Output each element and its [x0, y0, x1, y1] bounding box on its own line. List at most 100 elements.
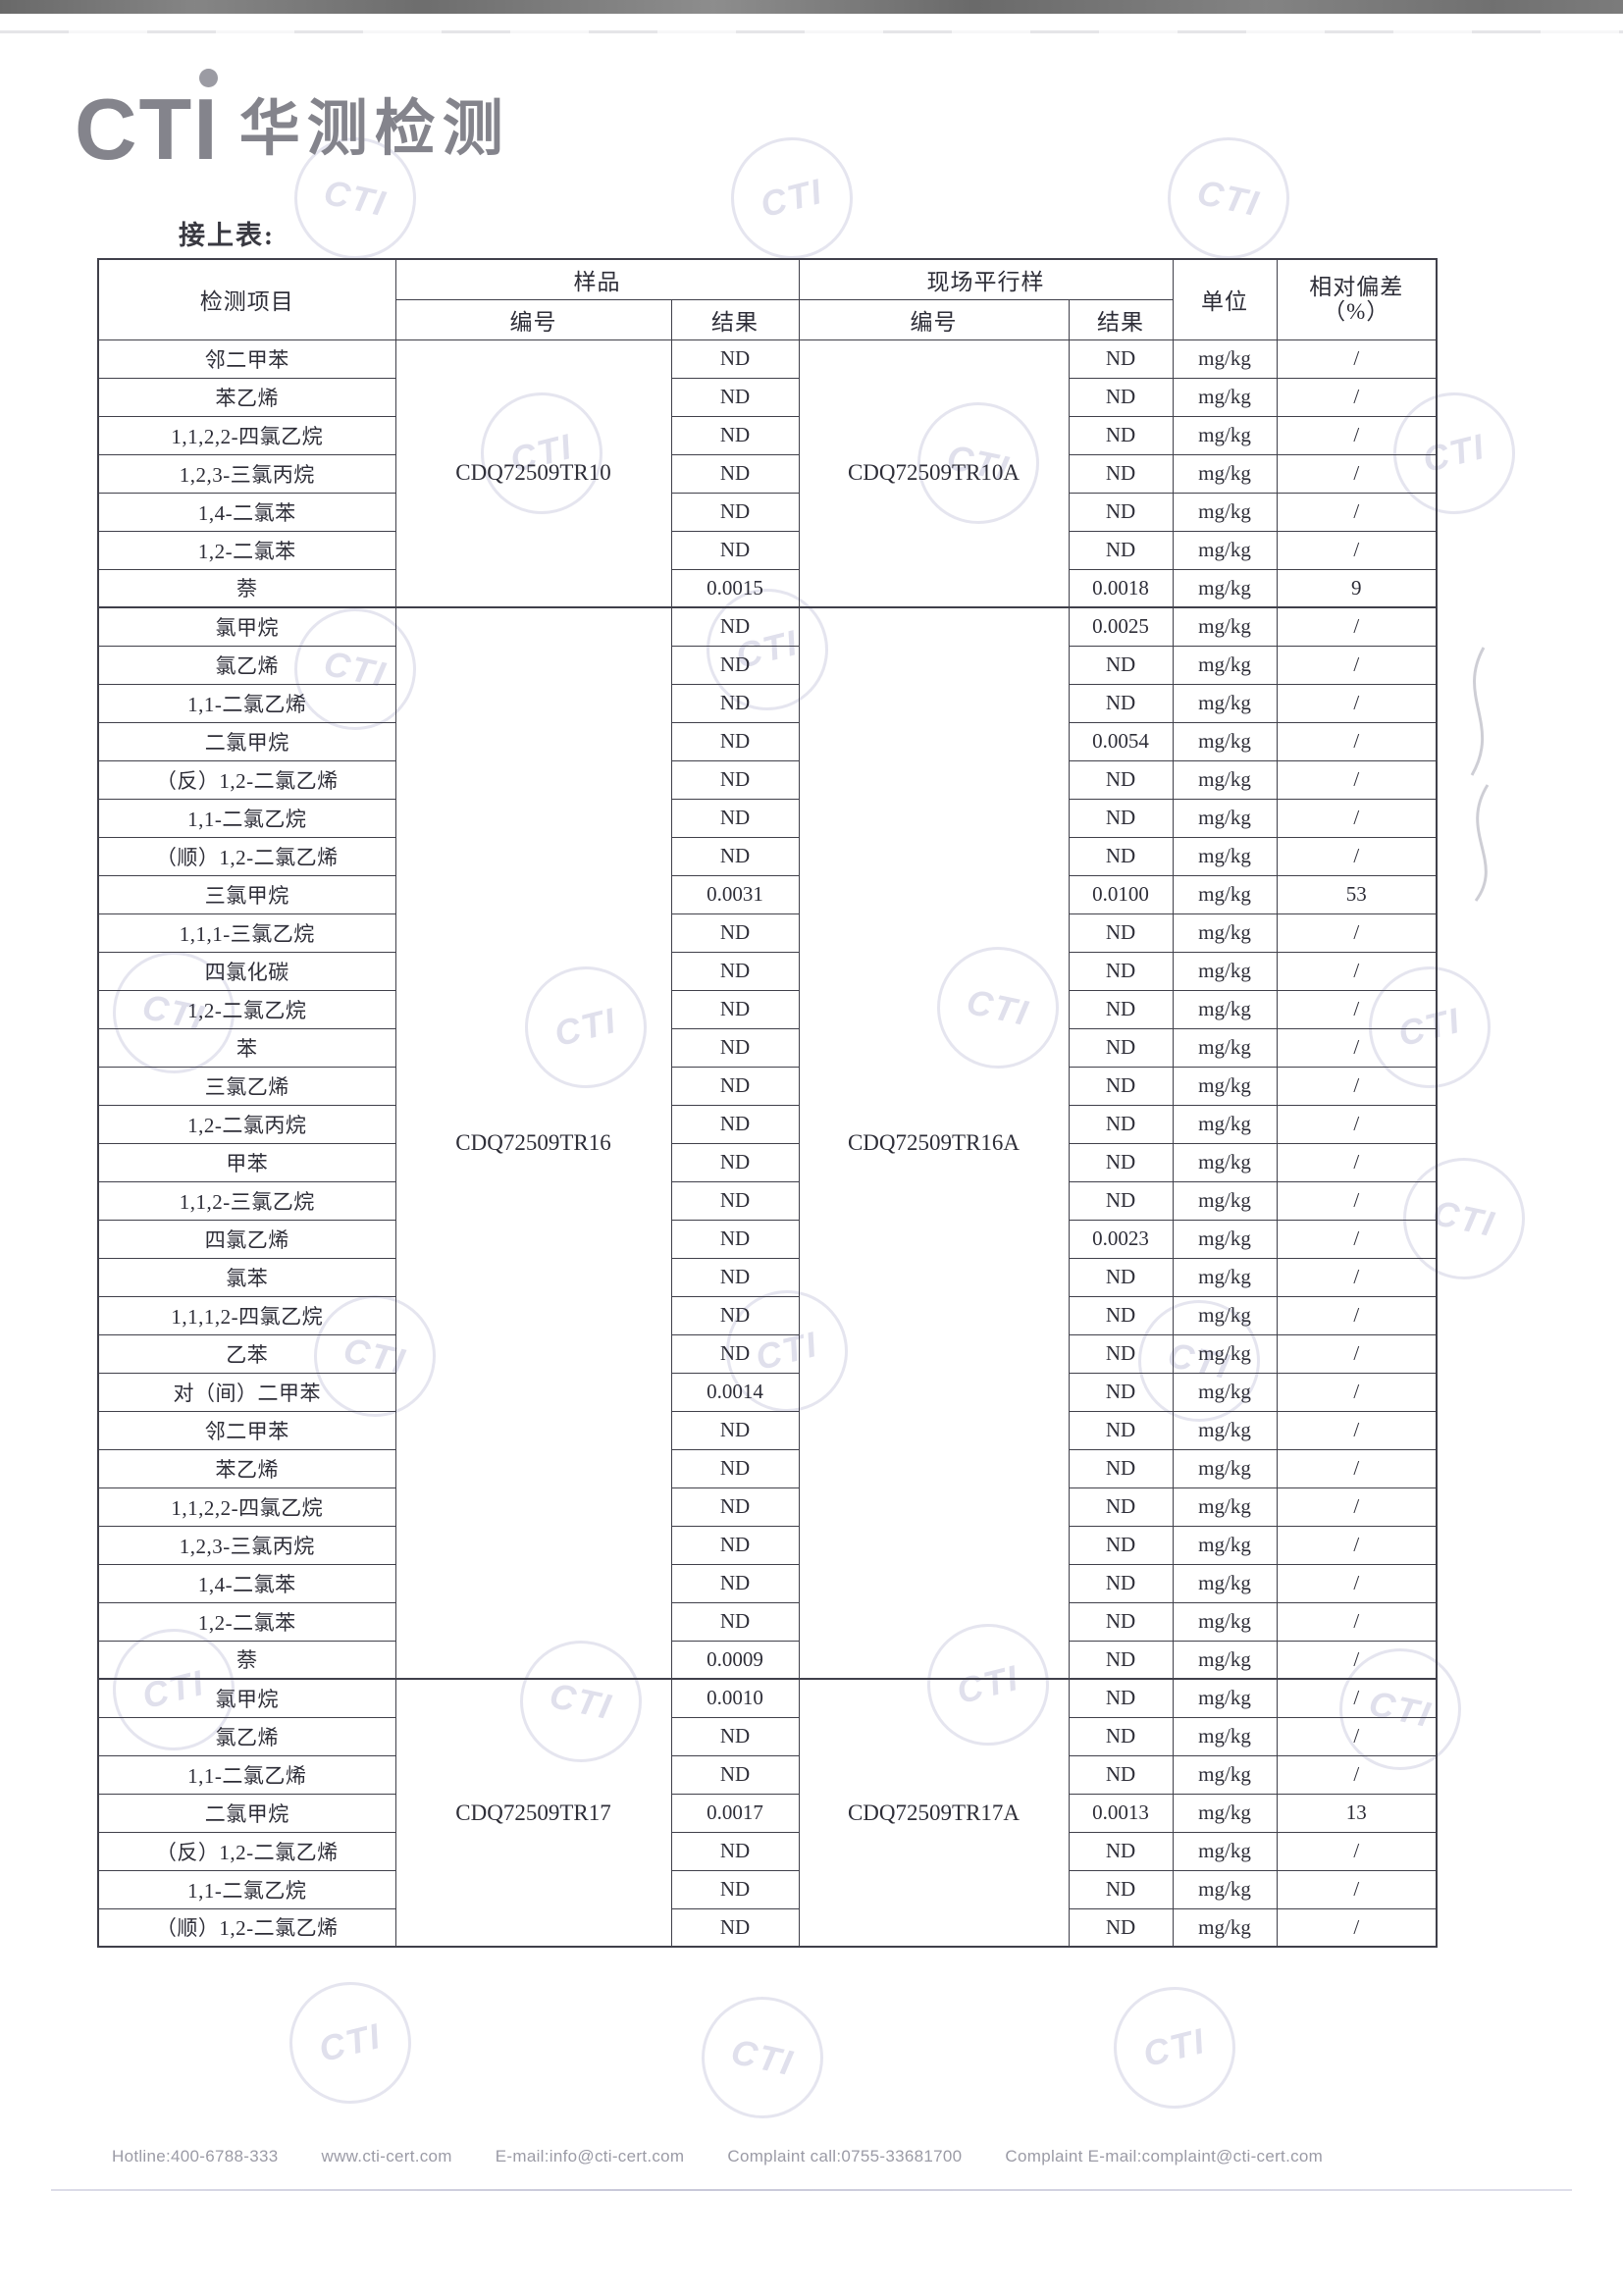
parallel-result: ND — [1068, 683, 1174, 723]
sample-result: 0.0017 — [670, 1793, 800, 1833]
unit-cell: mg/kg — [1172, 1563, 1278, 1603]
sample-id: CDQ72509TR16 — [394, 606, 672, 1680]
unit-cell: mg/kg — [1172, 951, 1278, 991]
sample-result: ND — [670, 492, 800, 532]
logo-cti-text: CTI — [75, 80, 220, 178]
footer-item: Complaint E-mail:complaint@cti-cert.com — [1005, 2147, 1324, 2166]
parallel-result: ND — [1068, 989, 1174, 1029]
analyte-name: 1,4-二氯苯 — [97, 1563, 396, 1603]
unit-cell: mg/kg — [1172, 989, 1278, 1029]
deviation-cell: / — [1276, 1295, 1438, 1335]
parallel-result: ND — [1068, 759, 1174, 800]
analyte-name: 三氯乙烯 — [97, 1066, 396, 1106]
unit-cell: mg/kg — [1172, 1716, 1278, 1756]
table-row: 1,1-二氯乙烷 ND ND mg/kg / — [97, 798, 1438, 838]
sample-result: ND — [670, 1525, 800, 1565]
sample-result: 0.0015 — [670, 568, 800, 608]
sample-result: ND — [670, 377, 800, 417]
sample-result: 0.0031 — [670, 874, 800, 914]
unit-cell: mg/kg — [1172, 568, 1278, 608]
parallel-result: 0.0025 — [1068, 606, 1174, 647]
analyte-name: 氯乙烯 — [97, 1716, 396, 1756]
table-row: 二氯甲烷 0.0017 0.0013 mg/kg 13 — [97, 1793, 1438, 1833]
deviation-cell: / — [1276, 989, 1438, 1029]
analyte-name: 1,4-二氯苯 — [97, 492, 396, 532]
parallel-result: 0.0018 — [1068, 568, 1174, 608]
sample-result: 0.0009 — [670, 1640, 800, 1680]
parallel-result: ND — [1068, 1525, 1174, 1565]
analyte-name: 苯乙烯 — [97, 377, 396, 417]
table-row: 邻二甲苯 CDQ72509TR10 ND CDQ72509TR10A ND mg/kg / — [97, 339, 1438, 608]
logo-dot — [198, 69, 218, 87]
parallel-result: ND — [1068, 1295, 1174, 1335]
deviation-cell: / — [1276, 1372, 1438, 1412]
analyte-name: 1,1-二氯乙烷 — [97, 1869, 396, 1909]
deviation-cell: / — [1276, 1525, 1438, 1565]
col-header-parallel-result: 结果 — [1068, 298, 1174, 340]
parallel-result: ND — [1068, 530, 1174, 570]
col-header-sample-result: 结果 — [670, 298, 800, 340]
footer-item: www.cti-cert.com — [321, 2147, 452, 2166]
table-row: （顺）1,2-二氯乙烯 ND ND mg/kg / — [97, 836, 1438, 876]
table-row: 乙苯 ND ND mg/kg / — [97, 1333, 1438, 1374]
parallel-result: ND — [1068, 1601, 1174, 1642]
sample-result: ND — [670, 1104, 800, 1144]
deviation-cell: / — [1276, 1333, 1438, 1374]
sample-result: ND — [670, 683, 800, 723]
table-row: 1,1,2-三氯乙烷 ND ND mg/kg / — [97, 1180, 1438, 1221]
deviation-cell: / — [1276, 1104, 1438, 1144]
sample-result: ND — [670, 1907, 800, 1948]
parallel-result: ND — [1068, 1027, 1174, 1068]
sample-result: 0.0010 — [670, 1678, 800, 1718]
table-row: 1,2,3-三氯丙烷 ND ND mg/kg / — [97, 1525, 1438, 1565]
unit-cell: mg/kg — [1172, 453, 1278, 494]
analyte-name: 1,2,3-三氯丙烷 — [97, 1525, 396, 1565]
unit-cell: mg/kg — [1172, 377, 1278, 417]
table-row: （顺）1,2-二氯乙烯 ND ND mg/kg / — [97, 1907, 1438, 1948]
sample-result: ND — [670, 1563, 800, 1603]
analyte-name: 氯苯 — [97, 1257, 396, 1297]
parallel-result: ND — [1068, 1142, 1174, 1182]
table-row: 对（间）二甲苯 0.0014 ND mg/kg / — [97, 1372, 1438, 1412]
cti-watermark-stamp: CTI — [1156, 126, 1301, 271]
parallel-result: ND — [1068, 1066, 1174, 1106]
parallel-result: ND — [1068, 1831, 1174, 1871]
col-header-item: 检测项目 — [97, 258, 396, 340]
analyte-name: 二氯甲烷 — [97, 721, 396, 761]
table-row: 1,1-二氯乙烯 ND ND mg/kg / — [97, 683, 1438, 723]
sample-result: ND — [670, 1754, 800, 1795]
unit-cell: mg/kg — [1172, 1142, 1278, 1182]
sample-result: ND — [670, 836, 800, 876]
sample-result: ND — [670, 798, 800, 838]
deviation-cell: / — [1276, 721, 1438, 761]
deviation-cell: / — [1276, 377, 1438, 417]
deviation-cell: / — [1276, 683, 1438, 723]
table-row: 苯乙烯 ND ND mg/kg / — [97, 377, 1438, 417]
table-row: 四氯化碳 ND ND mg/kg / — [97, 951, 1438, 991]
deviation-cell: / — [1276, 1831, 1438, 1871]
analyte-name: 二氯甲烷 — [97, 1793, 396, 1833]
parallel-result: ND — [1068, 1640, 1174, 1680]
sample-result: ND — [670, 1295, 800, 1335]
table-row: 三氯甲烷 0.0031 0.0100 mg/kg 53 — [97, 874, 1438, 914]
table-row: 萘 0.0009 ND mg/kg / — [97, 1640, 1438, 1680]
table-row: 苯 ND ND mg/kg / — [97, 1027, 1438, 1068]
parallel-result: ND — [1068, 1180, 1174, 1221]
sample-result: 0.0014 — [670, 1372, 800, 1412]
deviation-cell: / — [1276, 1601, 1438, 1642]
table-row: 三氯乙烯 ND ND mg/kg / — [97, 1066, 1438, 1106]
footer-separator — [51, 2189, 1572, 2191]
analyte-name: （反）1,2-二氯乙烯 — [97, 1831, 396, 1871]
analyte-name: 邻二甲苯 — [97, 339, 396, 379]
table-row: 1,1,2,2-四氯乙烷 ND ND mg/kg / — [97, 415, 1438, 455]
table-row: 氯乙烯 ND ND mg/kg / — [97, 645, 1438, 685]
unit-cell: mg/kg — [1172, 1640, 1278, 1680]
deviation-cell: / — [1276, 1066, 1438, 1106]
analyte-name: （顺）1,2-二氯乙烯 — [97, 836, 396, 876]
sample-result: ND — [670, 1410, 800, 1450]
table-row: 氯甲烷 CDQ72509TR16 ND CDQ72509TR16A 0.0025 mg/k… — [97, 606, 1438, 1680]
sample-result: ND — [670, 606, 800, 647]
parallel-result: 0.0054 — [1068, 721, 1174, 761]
cti-logo: CTI 华测检测 — [75, 69, 510, 178]
table-row: 1,4-二氯苯 ND ND mg/kg / — [97, 1563, 1438, 1603]
